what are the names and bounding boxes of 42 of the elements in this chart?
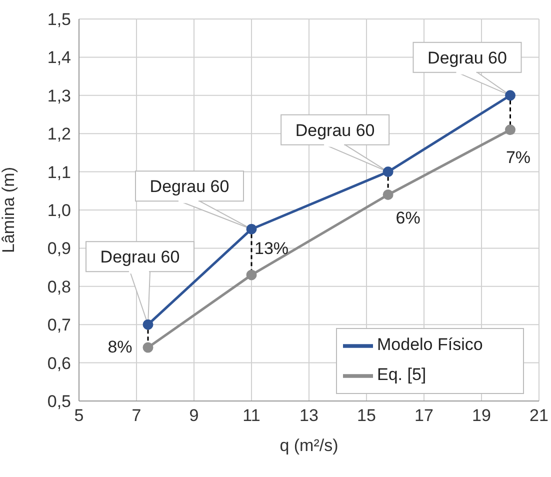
annotation: Degrau 60	[428, 48, 507, 68]
y-tick-label: 0,5	[47, 392, 71, 412]
y-tick-label: 0,9	[47, 239, 71, 258]
annotation: 7%	[506, 148, 531, 167]
annotation: 6%	[396, 208, 420, 228]
legend-label: Eq. [5]	[377, 365, 426, 384]
annotation: Degrau 60	[100, 248, 180, 267]
callout-box: Degrau 60	[135, 170, 252, 230]
annotation: 8%	[108, 338, 132, 357]
y-tick-label: 0,7	[47, 316, 71, 335]
y-tick-label: 1,3	[47, 86, 71, 106]
legend-label: Modelo Físico	[377, 335, 483, 354]
x-axis-title: q (m²/s)	[280, 436, 338, 455]
x-tick-label: 9	[189, 406, 199, 426]
point	[142, 342, 154, 353]
annotation: 13%	[254, 238, 289, 258]
point	[382, 189, 394, 200]
y-tick-label: 1,5	[47, 10, 71, 30]
y-tick-label: 1,1	[47, 162, 71, 182]
annotation: Degrau 60	[295, 120, 375, 140]
point	[505, 90, 516, 101]
x-tick-label: 13	[300, 406, 318, 426]
x-tick-label: 5	[74, 406, 84, 426]
point	[382, 166, 394, 178]
x-tick-label: 17	[414, 406, 434, 426]
callout-box: Degrau 60	[86, 241, 194, 326]
y-tick-label: 1,0	[47, 201, 71, 220]
y-axis-title: Lâmina (m)	[0, 167, 18, 253]
annotation: Degrau 60	[150, 177, 230, 196]
y-tick-label: 0,6	[47, 354, 71, 373]
y-tick-label: 1,2	[47, 124, 71, 144]
x-tick-label: 11	[242, 406, 260, 426]
point	[246, 224, 257, 234]
x-tick-label: 19	[472, 406, 491, 426]
y-tick-label: 0,8	[47, 277, 71, 296]
point	[142, 319, 154, 330]
x-tick-label: 15	[357, 406, 376, 426]
x-tick-label: 7	[132, 406, 142, 426]
point	[246, 270, 257, 280]
y-tick-label: 1,4	[47, 48, 71, 68]
point	[505, 124, 516, 136]
x-tick-label: 21	[530, 406, 548, 426]
